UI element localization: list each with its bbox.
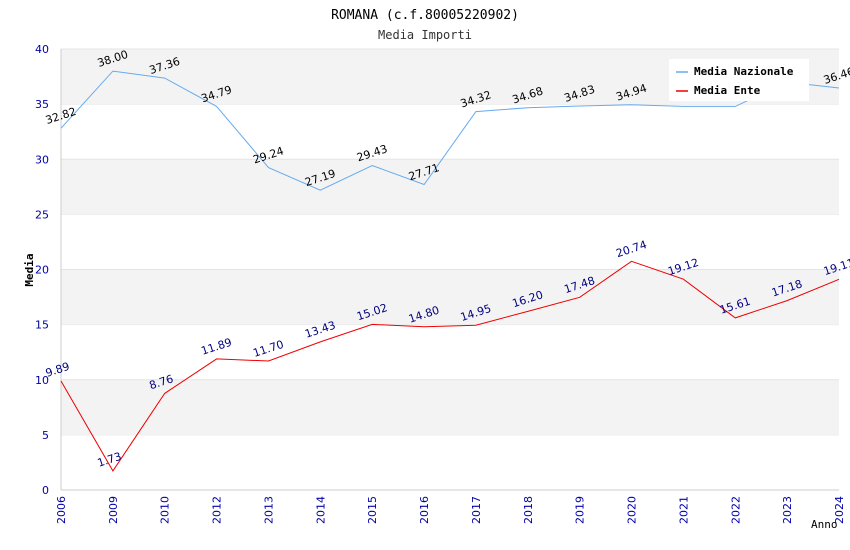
- x-tick-label: 2022: [729, 496, 742, 524]
- x-tick-label: 2015: [366, 496, 379, 524]
- y-tick-label: 10: [35, 374, 49, 387]
- x-tick-label: 2016: [418, 496, 431, 524]
- legend-label-media-nazionale: Media Nazionale: [694, 65, 794, 78]
- data-label-media-ente: 20.74: [614, 238, 648, 260]
- legend-label-media-ente: Media Ente: [694, 84, 761, 97]
- x-tick-label: 2012: [211, 496, 224, 524]
- grid-band: [61, 379, 839, 435]
- legend-box: [669, 59, 809, 101]
- x-tick-label: 2009: [107, 496, 120, 524]
- legend: Media Nazionale Media Ente: [669, 59, 809, 101]
- x-tick-label: 2024: [833, 496, 846, 524]
- series-line-media-ente: [60, 260, 840, 472]
- x-tick-label: 2010: [159, 496, 172, 524]
- y-tick-label: 40: [35, 43, 49, 56]
- y-tick-label: 15: [35, 319, 49, 332]
- x-tick-label: 2020: [626, 496, 639, 524]
- y-tick-label: 35: [35, 98, 49, 111]
- x-tick-label: 2006: [55, 496, 68, 524]
- y-axis-label: Media: [23, 253, 36, 286]
- series-lines: [60, 70, 840, 472]
- chart-title: ROMANA (c.f.80005220902): [331, 8, 519, 23]
- series-line-media-nazionale: [60, 70, 840, 191]
- x-tick-label: 2021: [677, 496, 690, 524]
- data-label-media-ente: 1.73: [96, 450, 123, 470]
- data-label-media-ente: 19.11: [822, 256, 850, 278]
- data-label-media-ente: 11.89: [200, 336, 234, 358]
- data-label-media-ente: 9.89: [44, 360, 71, 380]
- y-tick-label: 5: [42, 429, 49, 442]
- y-tick-label: 20: [35, 264, 49, 277]
- grid-band: [61, 159, 839, 215]
- y-tick-label: 0: [42, 484, 49, 497]
- chart-subtitle: Media Importi: [378, 28, 472, 42]
- x-tick-label: 2017: [470, 496, 483, 524]
- y-tick-label: 30: [35, 153, 49, 166]
- x-axis-label: Anno: [811, 518, 838, 531]
- x-tick-label: 2019: [574, 496, 587, 524]
- x-tick-label: 2018: [522, 496, 535, 524]
- axes: 0 5 10 15 20 25 30 35 40 2006 2009 2010 2012 2013 2014…: [35, 43, 846, 524]
- y-tick-label: 25: [35, 208, 49, 221]
- grid-band: [61, 269, 839, 325]
- grid-bands: [61, 48, 839, 436]
- x-tick-label: 2023: [781, 496, 794, 524]
- x-tick-label: 2014: [314, 496, 327, 524]
- x-tick-label: 2013: [262, 496, 275, 524]
